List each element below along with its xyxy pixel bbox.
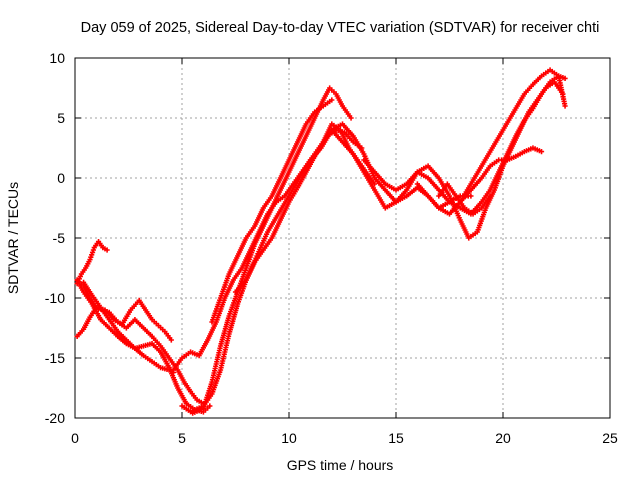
y-axis-label: SDTVAR / TECUs bbox=[5, 182, 21, 294]
data-point bbox=[329, 97, 335, 103]
data-point bbox=[487, 193, 493, 199]
x-tick-label: 5 bbox=[178, 430, 186, 446]
x-tick-label: 15 bbox=[388, 430, 404, 446]
data-series bbox=[361, 79, 566, 241]
x-tick-label: 0 bbox=[71, 430, 79, 446]
data-series bbox=[80, 279, 177, 375]
y-tick-label: 10 bbox=[49, 50, 65, 66]
x-tick-label: 25 bbox=[602, 430, 618, 446]
data-series bbox=[74, 297, 174, 343]
chart-title: Day 059 of 2025, Sidereal Day-to-day VTE… bbox=[81, 20, 600, 36]
grid-lines bbox=[75, 58, 610, 418]
data-point bbox=[468, 193, 474, 199]
data-point bbox=[348, 115, 354, 121]
data-point bbox=[104, 247, 110, 253]
x-tick-label: 20 bbox=[495, 430, 511, 446]
data-series bbox=[209, 97, 335, 325]
data-point bbox=[168, 337, 174, 343]
y-tick-label: 5 bbox=[57, 110, 65, 126]
data-point bbox=[538, 149, 545, 155]
data-point bbox=[207, 403, 213, 409]
data-series bbox=[170, 127, 365, 373]
data-marks bbox=[74, 67, 568, 416]
y-tick-label: -20 bbox=[45, 410, 65, 426]
y-tick-label: -5 bbox=[53, 230, 66, 246]
data-series bbox=[436, 181, 493, 217]
data-series bbox=[74, 239, 110, 287]
data-series bbox=[457, 145, 545, 205]
y-tick-label: -15 bbox=[45, 350, 65, 366]
x-axis-label: GPS time / hours bbox=[287, 457, 394, 473]
x-tick-label: 10 bbox=[281, 430, 297, 446]
y-tick-label: 0 bbox=[57, 170, 65, 186]
data-point bbox=[562, 75, 568, 81]
data-point bbox=[562, 103, 568, 109]
y-tick-label: -10 bbox=[45, 290, 65, 306]
axis-ticks: 0 5 10 15 20 25 -20 -15 -10 -5 0 5 10 bbox=[45, 50, 618, 446]
